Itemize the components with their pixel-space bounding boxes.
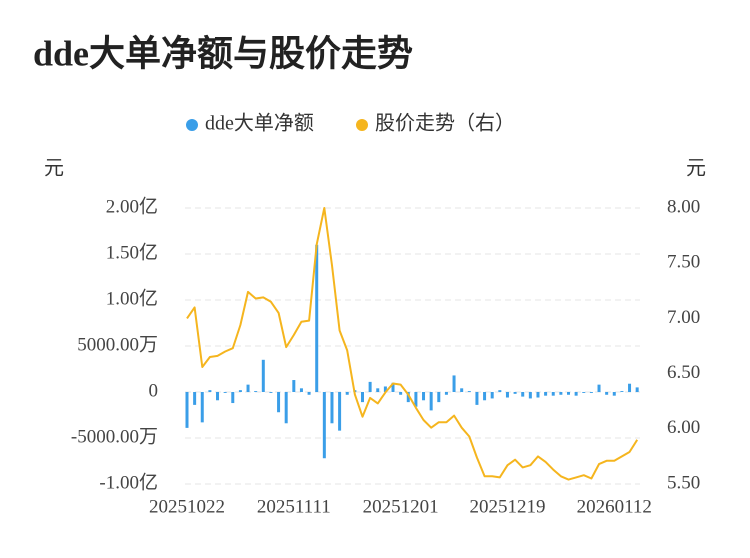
bar: [254, 391, 258, 392]
y-tick-label: 5000.00万: [77, 334, 158, 355]
bar: [605, 392, 609, 395]
bar: [193, 392, 197, 405]
y2-tick-label: 7.00: [667, 307, 700, 328]
y2-tick-label: 6.00: [667, 417, 700, 438]
bar: [460, 388, 464, 392]
bar: [612, 392, 616, 396]
bar: [597, 384, 601, 392]
bar: [437, 392, 441, 403]
bar: [200, 392, 204, 423]
bar: [360, 392, 364, 403]
bar: [635, 387, 639, 392]
bar: [269, 392, 273, 393]
bar: [490, 392, 494, 399]
bar: [567, 392, 570, 395]
bar: [315, 244, 319, 392]
bar: [391, 382, 395, 392]
bar: [345, 392, 349, 395]
bar: [429, 392, 433, 411]
bar: [231, 392, 235, 404]
y2-tick-label: 5.50: [667, 472, 700, 493]
bar: [185, 392, 189, 428]
bar: [628, 383, 632, 392]
bar: [444, 392, 448, 395]
x-tick-label: 20251219: [469, 496, 545, 517]
bar: [544, 392, 548, 396]
y2-tick-label: 8.00: [667, 196, 700, 217]
y-tick-label: 2.00亿: [106, 195, 158, 217]
y2-axis-unit: 元: [686, 158, 706, 180]
bar: [338, 392, 342, 431]
y-axis-unit: 元: [44, 158, 64, 180]
bar: [406, 392, 410, 403]
price-line: [186, 207, 639, 481]
legend-label: dde大单净额: [205, 112, 314, 135]
bar: [322, 392, 326, 459]
y2-tick-label: 7.50: [667, 252, 700, 273]
bar: [505, 392, 509, 398]
legend-label: 股价走势（右）: [375, 112, 515, 135]
bar: [223, 392, 227, 393]
bar: [284, 392, 288, 424]
bar: [376, 388, 380, 392]
bar: [330, 392, 334, 424]
bar: [475, 392, 479, 405]
bar: [536, 392, 540, 398]
bar: [589, 392, 593, 393]
bar: [383, 386, 387, 392]
bar: [238, 390, 242, 392]
bar: [521, 392, 525, 397]
bar: [498, 390, 502, 392]
x-tick-label: 20251022: [149, 496, 225, 517]
bar: [292, 380, 296, 392]
bar: [299, 388, 303, 392]
bar: [559, 392, 563, 395]
chart-title: dde大单净额与股价走势: [33, 33, 413, 73]
bar: [277, 392, 281, 413]
bar: [467, 391, 471, 392]
x-tick-label: 20251201: [363, 496, 439, 517]
x-tick-label: 20251111: [257, 496, 331, 517]
bar: [452, 375, 456, 392]
y-tick-label: 1.50亿: [106, 241, 158, 263]
y-tick-label: 1.00亿: [106, 287, 158, 309]
legend-marker: [186, 119, 198, 131]
bar: [620, 391, 624, 392]
y-tick-label: -1.00亿: [99, 471, 158, 493]
bar: [483, 392, 487, 401]
x-tick-label: 20260112: [577, 496, 652, 517]
bar: [368, 381, 372, 392]
bar: [307, 392, 311, 395]
bar: [208, 390, 212, 392]
bar: [261, 359, 265, 392]
bar: [528, 392, 532, 399]
y-tick-label: -5000.00万: [71, 426, 158, 447]
bar: [551, 392, 555, 396]
bar: [399, 392, 403, 395]
bar: [216, 392, 220, 401]
bar: [574, 392, 578, 396]
bar: [422, 392, 426, 401]
bar: [414, 392, 418, 407]
bar: [513, 392, 517, 394]
bar: [582, 392, 586, 393]
y2-tick-label: 6.50: [667, 362, 700, 383]
y-tick-label: 0: [149, 380, 159, 401]
legend-marker: [356, 119, 368, 131]
bar: [246, 384, 250, 392]
